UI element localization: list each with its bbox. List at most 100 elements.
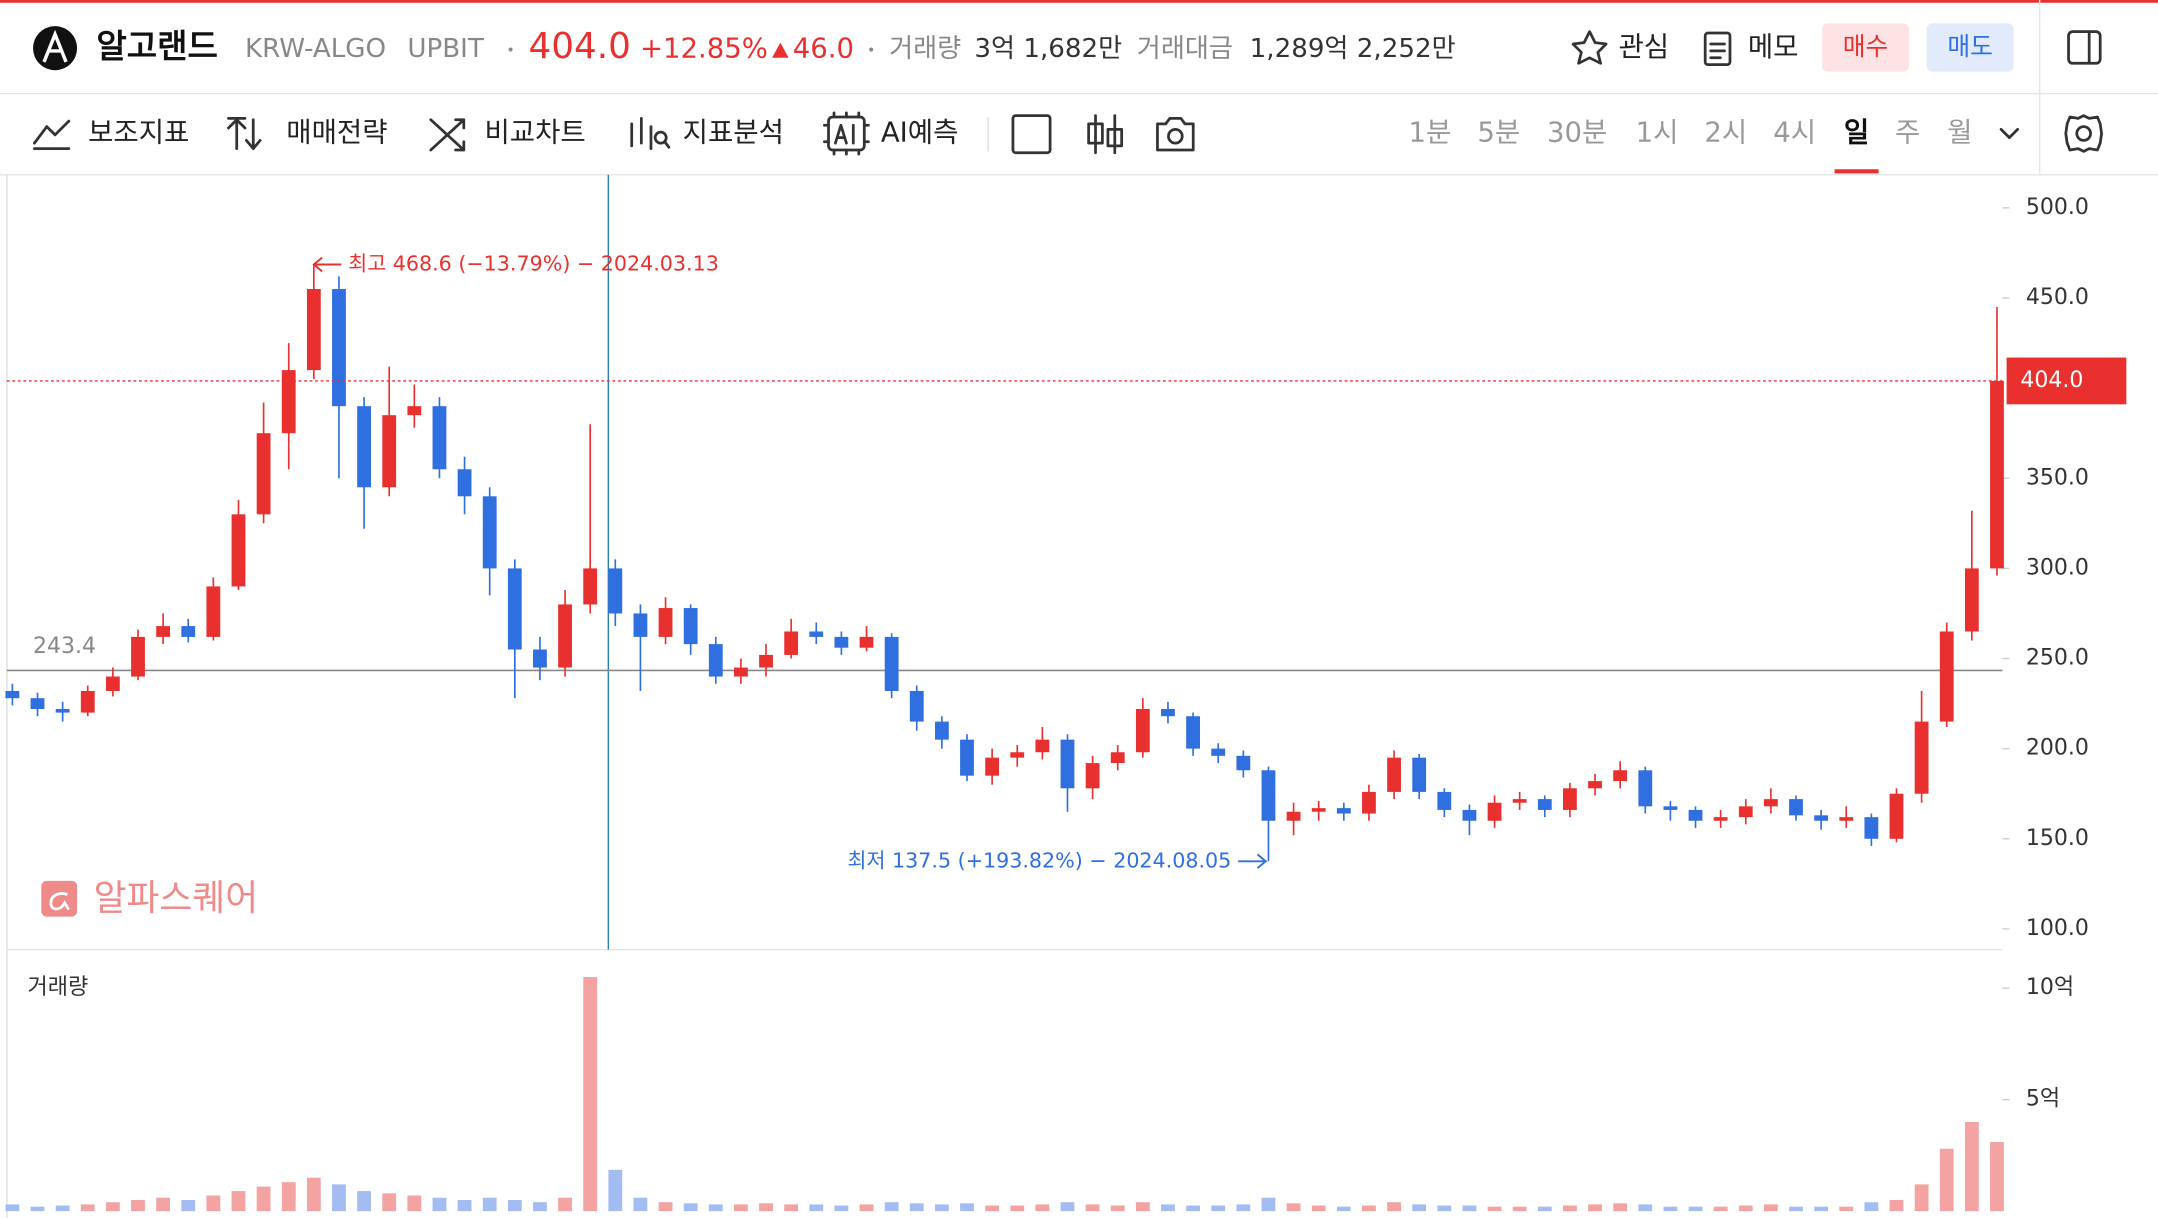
tool-button[interactable]: 매매전략 [286,116,387,148]
settings-icon-center [2075,125,2092,142]
watch-button[interactable]: 관심 [1618,31,1669,63]
candle-body [457,469,472,497]
candle-body [1512,799,1527,803]
volume-bar [407,1195,422,1212]
candle-body [1588,781,1602,789]
candle-body [1638,770,1653,807]
volume-bar [231,1191,246,1212]
buy-button[interactable] [1822,23,1909,72]
settings-icon[interactable] [2064,114,2103,153]
volume-bar [1311,1205,1326,1212]
interval-button[interactable]: 4시 [1773,116,1816,148]
interval-button[interactable]: 1분 [1409,116,1452,148]
volume-bar [1738,1205,1753,1212]
volume-bar [1236,1204,1251,1212]
volume-bar [658,1202,673,1212]
last-price-label: 404.0 [2020,368,2083,393]
volume-bar [834,1205,849,1212]
candle-body [1060,739,1075,789]
candle-body [633,613,648,637]
candle-body [1161,708,1175,717]
candle-body [1889,793,1904,839]
volume-bar [934,1204,949,1212]
volume-bar [382,1193,397,1212]
sidebar-toggle[interactable] [2067,30,2102,65]
volume-bar [507,1199,522,1212]
interval-button[interactable]: 일 [1844,116,1869,148]
buy-label[interactable]: 매수 [1843,32,1889,61]
candle-body [1437,791,1452,810]
candle-body [1135,708,1150,753]
camera-icon[interactable] [1156,116,1195,152]
volume: 3억 1,682만 [974,34,1122,64]
coin-logo-mark [42,29,68,63]
interval-active-underline [1834,169,1879,174]
sell-button[interactable] [1926,23,2014,72]
candle-body [1462,809,1477,821]
volume-panel-title: 거래량 [28,975,89,1000]
star-icon[interactable] [1571,30,1608,65]
candle-body [1261,770,1276,821]
compare-icon[interactable] [429,118,466,152]
candle-body [181,626,196,637]
volume-bar [1789,1206,1803,1212]
interval-button[interactable]: 1시 [1636,116,1679,148]
volume-bar [332,1184,346,1212]
volume-bar [1035,1204,1050,1212]
strategy-icon[interactable] [227,116,262,151]
volume-bar [1437,1205,1452,1212]
volume-bar [1864,1202,1879,1212]
separator-dot [508,47,513,52]
candle-body [1412,757,1427,792]
sell-label[interactable]: 매도 [1947,32,1993,61]
y-tick-label: 300.0 [2026,555,2089,580]
tool-button[interactable]: 지표분석 [683,116,784,148]
tool-button[interactable]: AI예측 [881,116,959,148]
volume-bar [482,1197,497,1212]
interval-more[interactable] [1999,127,2019,140]
candle-icon[interactable] [1087,114,1124,155]
y-tick-label: 150.0 [2026,826,2089,851]
memo-button[interactable]: 메모 [1748,31,1799,63]
volume-bar [1336,1206,1351,1212]
interval-button[interactable]: 2시 [1704,116,1747,148]
candle-body [256,433,271,515]
tool-button[interactable]: 보조지표 [88,116,189,148]
volume-bar [608,1169,623,1212]
candle-body [1487,802,1502,821]
volume-bar [1839,1206,1854,1212]
candle-body [608,568,623,614]
candle-body [1010,752,1025,758]
candle-body [432,406,447,470]
y-tick-label: 350.0 [2026,465,2089,490]
volume-bar [1462,1205,1477,1212]
volume-bar [708,1204,723,1212]
volume-bar [1713,1206,1728,1212]
volume-bar [558,1197,572,1212]
volume-bar [1387,1202,1401,1212]
interval-button[interactable]: 월 [1947,116,1972,148]
tool-button[interactable]: 비교차트 [484,116,585,148]
layout-icon[interactable] [1011,114,1052,155]
memo-icon[interactable] [1703,31,1732,67]
indicator-icon[interactable] [33,119,71,151]
volume-bar [784,1204,799,1212]
low-arrow [1238,853,1268,869]
analysis-icon[interactable] [630,116,671,151]
volume-bar [1512,1206,1527,1212]
price: 404.0 [528,26,630,67]
volume-bar [1412,1204,1427,1212]
y-tick-label: 250.0 [2026,646,2089,671]
change-pct: +12.85% [640,33,768,65]
reference-label: 243.4 [33,634,96,659]
volume-bar [1537,1206,1552,1212]
y-tick-label: 200.0 [2026,736,2089,761]
interval-button[interactable]: 5분 [1477,116,1520,148]
candle-body [306,289,321,371]
candle-body [281,370,296,434]
candle-body [1663,806,1678,810]
volume-bar [1814,1206,1829,1212]
interval-button[interactable]: 30분 [1547,116,1607,148]
interval-button[interactable]: 주 [1895,116,1920,148]
candle-body [1990,380,2004,569]
